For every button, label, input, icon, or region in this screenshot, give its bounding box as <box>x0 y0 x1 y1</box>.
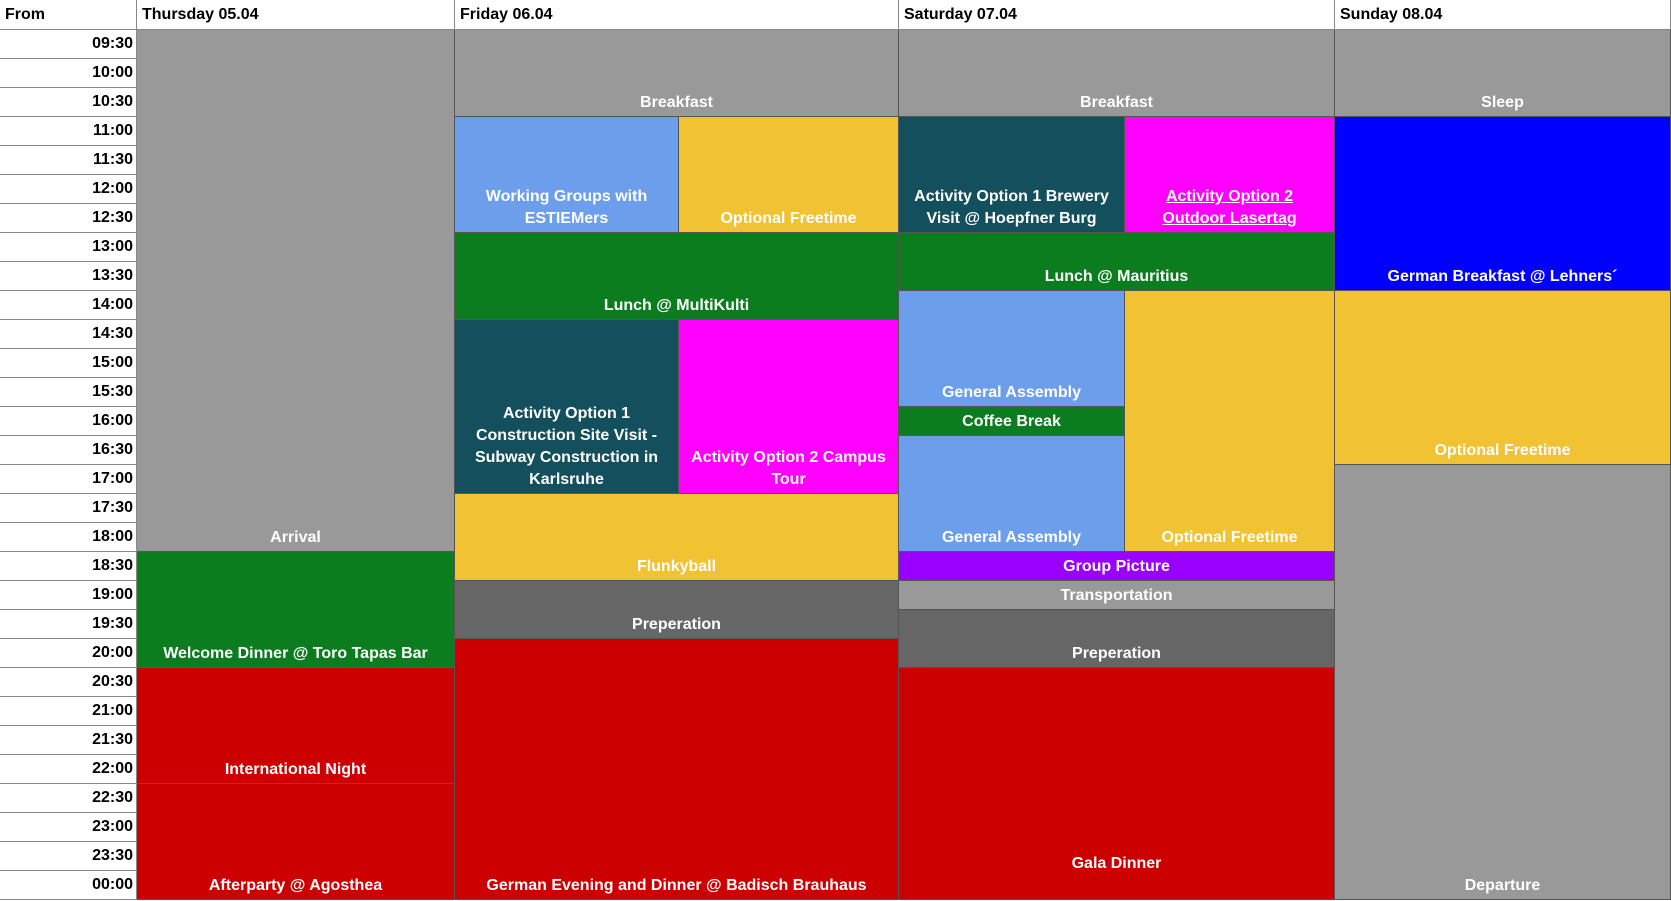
time-slot: 11:30 <box>0 146 137 175</box>
event-block: Transportation <box>899 581 1335 610</box>
event-block: Group Picture <box>899 552 1335 581</box>
time-slot: 12:00 <box>0 175 137 204</box>
time-slot: 22:00 <box>0 755 137 784</box>
day-header: Thursday 05.04 <box>137 0 455 30</box>
time-slot: 21:30 <box>0 726 137 755</box>
event-block: Activity Option 1 Construction Site Visi… <box>455 320 679 494</box>
event-block: German Breakfast @ Lehners´ <box>1335 117 1671 291</box>
event-block: Optional Freetime <box>1335 291 1671 465</box>
time-slot: 17:00 <box>0 465 137 494</box>
time-slot: 13:00 <box>0 233 137 262</box>
time-slot: 15:30 <box>0 378 137 407</box>
time-slot: 20:00 <box>0 639 137 668</box>
time-slot: 21:00 <box>0 697 137 726</box>
time-slot: 23:00 <box>0 813 137 842</box>
event-block: Activity Option 1 Brewery Visit @ Hoepfn… <box>899 117 1125 233</box>
time-slot: 23:30 <box>0 842 137 871</box>
time-slot: 18:00 <box>0 523 137 552</box>
event-block: International Night <box>137 668 455 784</box>
event-block: Flunkyball <box>455 494 899 581</box>
time-slot: 22:30 <box>0 784 137 813</box>
event-block: Lunch @ MultiKulti <box>455 233 899 320</box>
day-header: Sunday 08.04 <box>1335 0 1671 30</box>
event-block: Welcome Dinner @ Toro Tapas Bar <box>137 552 455 668</box>
time-slot: 16:00 <box>0 407 137 436</box>
time-slot: 10:30 <box>0 88 137 117</box>
time-slot: 19:00 <box>0 581 137 610</box>
event-block: Preperation <box>899 610 1335 668</box>
event-block: Activity Option 2 Campus Tour <box>679 320 899 494</box>
time-slot: 17:30 <box>0 494 137 523</box>
time-slot: 10:00 <box>0 59 137 88</box>
time-slot: 11:00 <box>0 117 137 146</box>
event-block: Optional Freetime <box>679 117 899 233</box>
time-slot: 18:30 <box>0 552 137 581</box>
event-block: Gala Dinner <box>899 668 1335 900</box>
event-block: Optional Freetime <box>1125 291 1335 552</box>
event-block: Breakfast <box>899 30 1335 117</box>
time-slot: 15:00 <box>0 349 137 378</box>
event-block: Coffee Break <box>899 407 1125 436</box>
event-block: Activity Option 2 Outdoor Lasertag <box>1125 117 1335 233</box>
event-block: Working Groups with ESTIEMers <box>455 117 679 233</box>
time-slot: 16:30 <box>0 436 137 465</box>
event-block: Afterparty @ Agosthea <box>137 784 455 900</box>
day-header: Friday 06.04 <box>455 0 899 30</box>
event-block: Lunch @ Mauritius <box>899 233 1335 291</box>
time-slot: 14:30 <box>0 320 137 349</box>
event-block: German Evening and Dinner @ Badisch Brau… <box>455 639 899 900</box>
time-slot: 12:30 <box>0 204 137 233</box>
time-slot: 20:30 <box>0 668 137 697</box>
time-slot: 09:30 <box>0 30 137 59</box>
event-block: Breakfast <box>455 30 899 117</box>
time-slot: 13:30 <box>0 262 137 291</box>
column-header-from: From <box>0 0 137 30</box>
event-block: Departure <box>1335 465 1671 900</box>
event-block: Arrival <box>137 30 455 552</box>
day-header: Saturday 07.04 <box>899 0 1335 30</box>
event-block: Preperation <box>455 581 899 639</box>
event-block: General Assembly <box>899 291 1125 407</box>
event-block: General Assembly <box>899 436 1125 552</box>
time-slot: 19:30 <box>0 610 137 639</box>
time-slot: 14:00 <box>0 291 137 320</box>
time-slot: 00:00 <box>0 871 137 900</box>
event-block: Sleep <box>1335 30 1671 117</box>
